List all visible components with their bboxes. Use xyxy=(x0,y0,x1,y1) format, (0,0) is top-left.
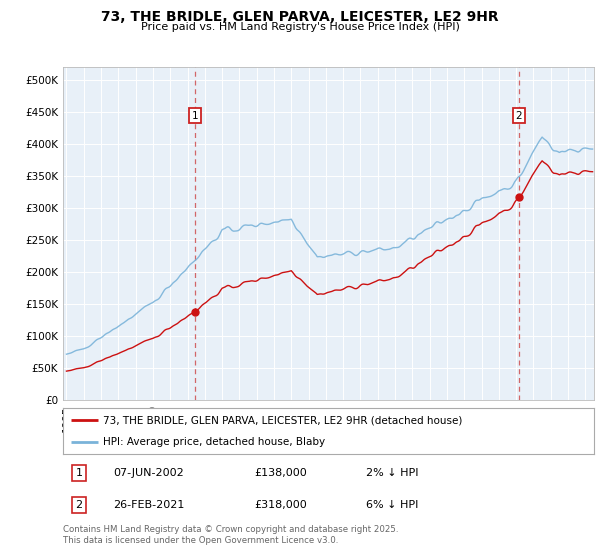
Text: 1: 1 xyxy=(76,468,82,478)
Text: 2% ↓ HPI: 2% ↓ HPI xyxy=(365,468,418,478)
Text: 2: 2 xyxy=(76,500,82,510)
Text: 26-FEB-2021: 26-FEB-2021 xyxy=(113,500,185,510)
Text: 07-JUN-2002: 07-JUN-2002 xyxy=(113,468,184,478)
Text: 73, THE BRIDLE, GLEN PARVA, LEICESTER, LE2 9HR (detached house): 73, THE BRIDLE, GLEN PARVA, LEICESTER, L… xyxy=(103,415,462,425)
Text: 2: 2 xyxy=(515,110,522,120)
Text: 1: 1 xyxy=(192,110,199,120)
Text: Price paid vs. HM Land Registry's House Price Index (HPI): Price paid vs. HM Land Registry's House … xyxy=(140,22,460,32)
Text: Contains HM Land Registry data © Crown copyright and database right 2025.
This d: Contains HM Land Registry data © Crown c… xyxy=(63,525,398,545)
Text: £318,000: £318,000 xyxy=(254,500,307,510)
Text: 73, THE BRIDLE, GLEN PARVA, LEICESTER, LE2 9HR: 73, THE BRIDLE, GLEN PARVA, LEICESTER, L… xyxy=(101,10,499,24)
Text: £138,000: £138,000 xyxy=(254,468,307,478)
Text: 6% ↓ HPI: 6% ↓ HPI xyxy=(365,500,418,510)
Text: HPI: Average price, detached house, Blaby: HPI: Average price, detached house, Blab… xyxy=(103,437,325,447)
